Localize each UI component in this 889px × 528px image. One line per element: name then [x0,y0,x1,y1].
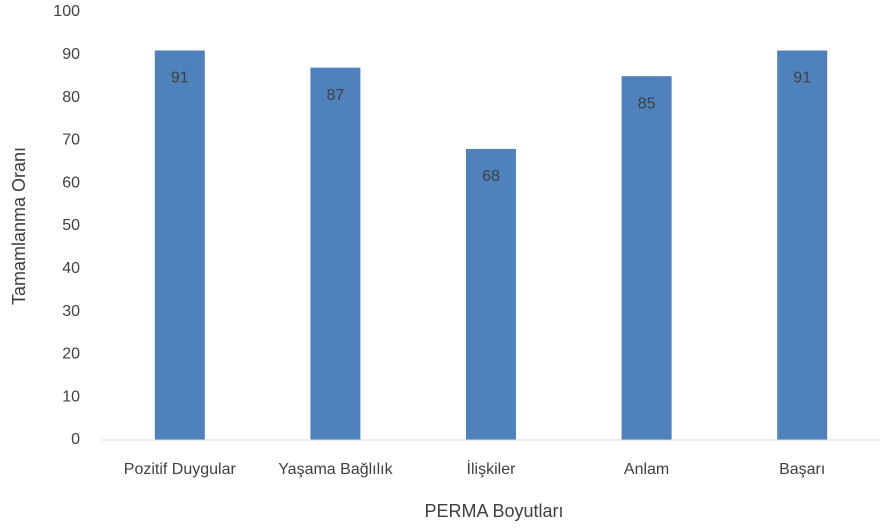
y-tick-label: 60 [62,174,80,191]
bar [621,76,672,440]
bar [777,50,828,441]
x-tick-label: İlişkiler [467,459,517,478]
x-tick-label: Yaşama Bağlılık [278,461,393,478]
y-tick-label: 30 [62,303,80,320]
y-tick-label: 80 [62,89,80,106]
y-tick-label: 70 [62,132,80,149]
y-tick-label: 100 [53,3,80,20]
y-tick-label: 90 [62,46,80,63]
bar [154,50,205,441]
bar [310,67,361,440]
x-tick-label: Başarı [779,461,825,478]
bar [466,148,516,440]
y-axis-label: Tamamlanma Oranı [9,147,29,305]
data-label: 87 [327,87,345,104]
y-tick-label: 40 [62,260,80,277]
x-axis-label: PERMA Boyutları [424,501,563,521]
data-label: 85 [638,95,656,112]
y-tick-label: 0 [71,431,80,448]
x-tick-label: Anlam [624,461,669,478]
data-label: 91 [793,70,811,87]
y-tick-label: 20 [62,346,80,363]
y-tick-label: 50 [62,217,80,234]
x-tick-label: Pozitif Duygular [124,461,237,478]
data-label: 91 [171,70,189,87]
data-label: 68 [482,168,500,185]
y-tick-label: 10 [62,388,80,405]
